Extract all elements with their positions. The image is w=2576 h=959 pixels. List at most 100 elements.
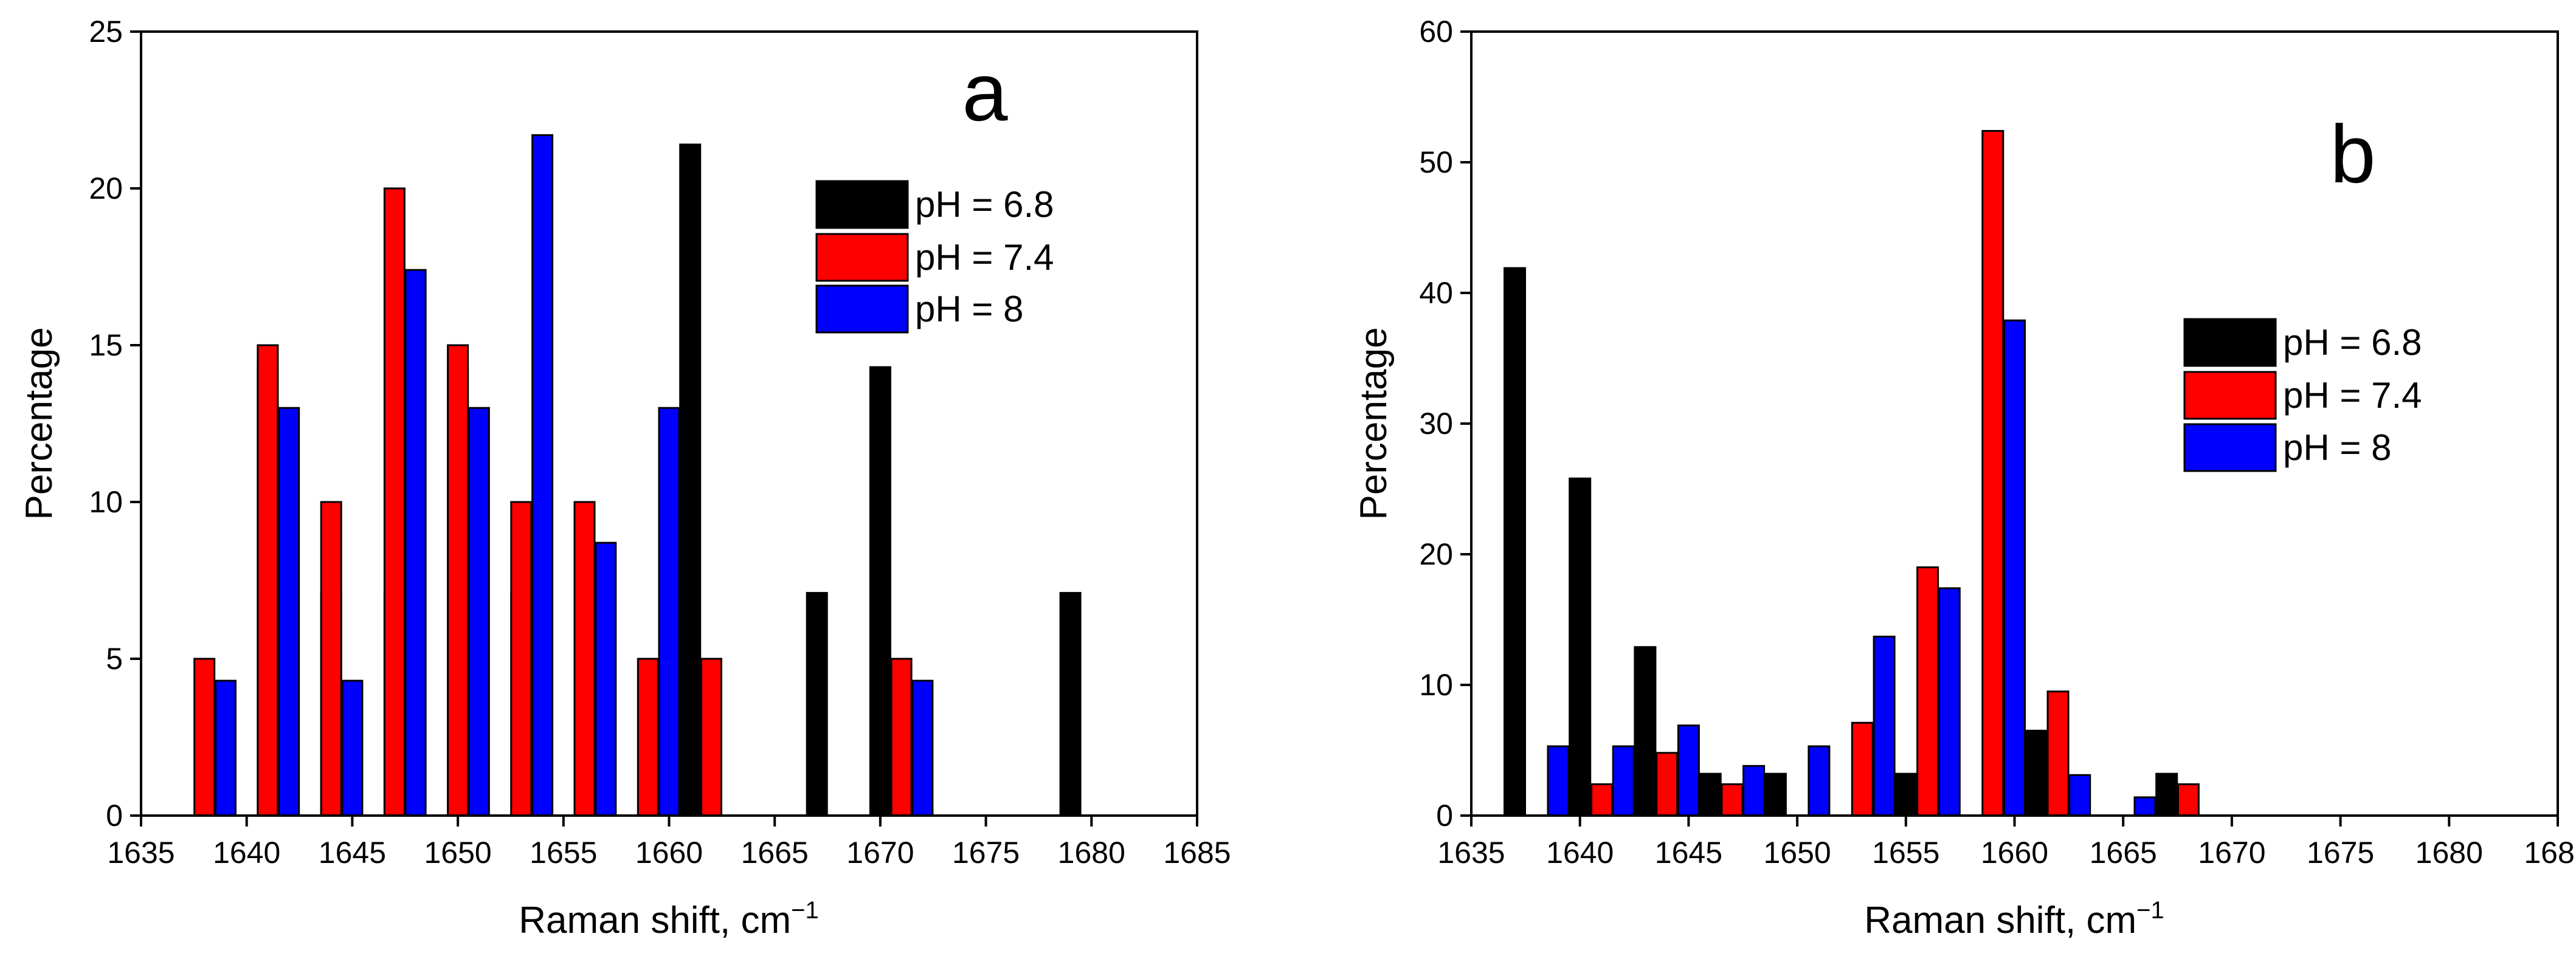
legend-swatch-ph-7-4 [815, 233, 909, 282]
panel-b-y-ticks: 0 10 20 30 40 50 60 [1419, 15, 1471, 833]
y-tick-label: 0 [106, 799, 123, 833]
bar-ph-6-8-1643 [1634, 646, 1657, 817]
bar-ph-6-8-1670 [869, 366, 891, 817]
x-tick-label: 1665 [2090, 836, 2157, 870]
bar-ph-7-4-1668 [2177, 783, 2200, 817]
y-tick-label: 5 [106, 642, 123, 676]
panel-b: 1635 1640 1645 1650 1655 1660 1665 1670 1675 1680… [1353, 15, 2576, 941]
bar-ph-7-4-1638 [193, 658, 216, 817]
bar-ph-8-1651 [1808, 745, 1831, 817]
x-tick-label: 1655 [1872, 836, 1939, 870]
y-tick-label: 50 [1419, 145, 1453, 179]
y-tick-label: 30 [1419, 407, 1453, 441]
bar-ph-6-8-1655 [1894, 772, 1918, 817]
panel-a-legend: pH = 6.8 pH = 7.4 pH = 8 [815, 180, 1054, 334]
panel-a-bars [193, 134, 1082, 817]
panel-b-letter: b [2330, 108, 2375, 200]
bar-ph-8-1639 [215, 679, 237, 817]
x-tick-label: 1645 [1655, 836, 1722, 870]
x-tick-label: 1635 [107, 836, 174, 870]
x-tick-label: 1665 [741, 836, 809, 870]
x-tick-label: 1660 [1981, 836, 2048, 870]
y-tick-label: 0 [1436, 799, 1453, 833]
x-tick-label: 1670 [846, 836, 914, 870]
y-tick-label: 25 [89, 15, 123, 49]
bar-ph-6-8-1661 [679, 143, 702, 817]
bar-ph-8-1654 [531, 134, 554, 817]
bar-ph-7-4-1659 [1981, 129, 2005, 817]
x-tick-label: 1675 [2307, 836, 2374, 870]
bar-ph-8-1648 [1742, 765, 1766, 817]
x-tick-label: 1655 [530, 836, 597, 870]
bar-ph-8-1645 [341, 679, 364, 817]
y-tick-label: 40 [1419, 276, 1453, 310]
bar-ph-8-1651 [468, 407, 490, 817]
panel-a-x-ticks: 1635 1640 1645 1650 1655 1660 1665 1670 1675 1680… [107, 816, 1231, 870]
bar-ph-8-1645 [1677, 724, 1700, 817]
bar-ph-6-8-1661 [2025, 729, 2048, 817]
bar-ph-8-1642 [1612, 745, 1635, 817]
panel-a-y-ticks: 0 5 10 15 20 25 [89, 15, 141, 833]
bar-ph-8-1654 [1873, 636, 1896, 817]
bar-ph-7-4-1662 [2046, 690, 2070, 817]
legend-label-ph-8: pH = 8 [915, 289, 1023, 329]
x-tick-label: 1640 [213, 836, 280, 870]
bar-ph-8-1666 [2133, 796, 2156, 817]
bar-ph-6-8-1679 [1059, 592, 1082, 817]
panel-a-x-axis-title: Raman shift, cm−1 [519, 897, 819, 941]
bar-ph-7-4-1653 [1851, 721, 1874, 817]
bar-ph-6-8-1667 [2155, 772, 2178, 817]
bar-ph-7-4-1641 [257, 344, 279, 817]
bar-ph-7-4-1659 [637, 658, 659, 817]
bar-ph-8-1660 [2003, 319, 2026, 817]
legend-swatch-ph-8 [2183, 423, 2277, 472]
legend-label-ph-7-4: pH = 7.4 [915, 237, 1054, 278]
panel-b-x-axis-title: Raman shift, cm−1 [1864, 897, 2164, 941]
legend-swatch-ph-6-8 [2183, 318, 2277, 367]
bar-ph-6-8-1640 [1569, 477, 1592, 817]
legend-swatch-ph-6-8 [815, 180, 909, 229]
bar-ph-7-4-1641 [1590, 783, 1613, 817]
bar-ph-6-8-1646 [1699, 772, 1722, 817]
bar-ph-7-4-1671 [890, 658, 913, 817]
x-tick-label: 1680 [1058, 836, 1125, 870]
bar-ph-8-1657 [1938, 587, 1961, 817]
panel-a-y-axis-title: Percentage [18, 327, 60, 520]
bar-ph-7-4-1650 [447, 344, 469, 817]
x-tick-label: 1685 [1163, 836, 1231, 870]
x-tick-label: 1670 [2198, 836, 2265, 870]
panel-b-x-ticks: 1635 1640 1645 1650 1655 1660 1665 1670 1675 1680… [1437, 816, 2576, 870]
panel-a-letter: a [962, 46, 1008, 138]
x-tick-label: 1650 [1763, 836, 1831, 870]
x-tick-label: 1640 [1546, 836, 1614, 870]
bar-ph-6-8-1649 [1764, 772, 1787, 817]
bar-ph-7-4-1662 [700, 658, 722, 817]
x-tick-label: 1635 [1437, 836, 1505, 870]
bar-ph-8-1642 [278, 407, 300, 817]
y-tick-label: 20 [1419, 537, 1453, 571]
bar-ph-7-4-1644 [320, 501, 342, 817]
x-tick-label: 1660 [635, 836, 703, 870]
bar-ph-6-8-1667 [806, 592, 828, 817]
y-tick-label: 15 [89, 328, 123, 362]
x-tick-label: 1680 [2415, 836, 2483, 870]
panel-b-bars [1504, 129, 2200, 817]
y-tick-label: 20 [89, 171, 123, 205]
bar-ph-7-4-1656 [573, 501, 596, 817]
y-tick-label: 10 [89, 485, 123, 519]
bar-ph-8-1663 [2068, 774, 2091, 817]
bar-ph-7-4-1656 [1916, 566, 1939, 817]
bar-ph-8-1672 [911, 679, 934, 817]
y-tick-label: 10 [1419, 668, 1453, 702]
bar-ph-7-4-1653 [510, 501, 533, 817]
panel-b-y-axis-title: Percentage [1353, 327, 1395, 520]
x-tick-label: 1645 [319, 836, 386, 870]
x-tick-label: 1650 [424, 836, 491, 870]
legend-label-ph-8: pH = 8 [2283, 427, 2391, 468]
bar-ph-6-8-1637 [1504, 267, 1526, 817]
bar-ph-7-4-1647 [1721, 783, 1744, 817]
bar-ph-7-4-1647 [383, 187, 406, 817]
legend-label-ph-6-8: pH = 6.8 [915, 184, 1054, 225]
legend-swatch-ph-8 [815, 284, 909, 334]
